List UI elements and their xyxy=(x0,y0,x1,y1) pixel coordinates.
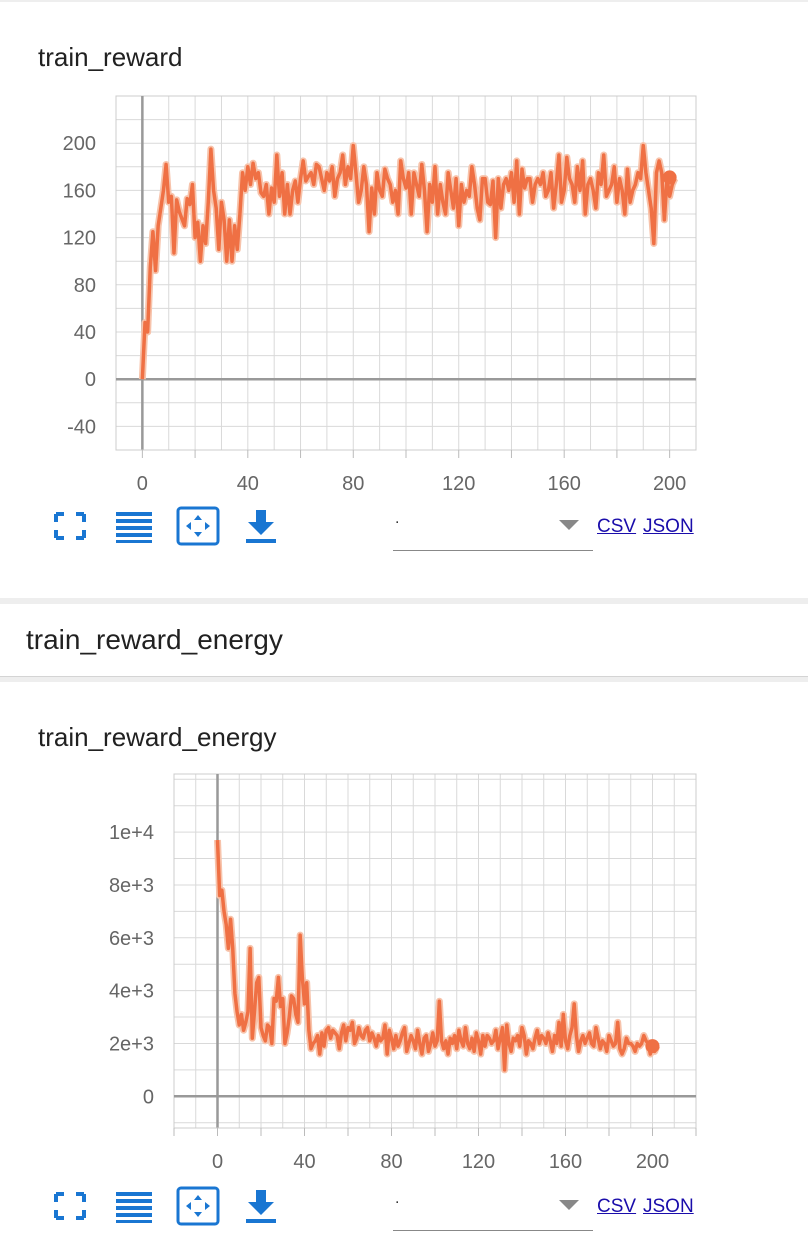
y-tick-label: 80 xyxy=(74,275,96,297)
y-tick-label: 200 xyxy=(63,133,96,155)
x-tick-label: 160 xyxy=(549,1151,582,1170)
fullscreen-button[interactable] xyxy=(48,1186,92,1226)
series-line[interactable] xyxy=(215,839,659,1072)
toggle-log-button[interactable] xyxy=(112,1186,156,1226)
run-select[interactable]: . xyxy=(393,506,593,551)
x-tick-label: 0 xyxy=(137,473,148,492)
download-icon xyxy=(246,510,276,543)
y-tick-label: 160 xyxy=(63,180,96,202)
chart-title: train_reward_energy xyxy=(38,722,277,752)
series-end-marker[interactable] xyxy=(662,170,677,185)
section-title: train_reward_energy xyxy=(26,624,283,655)
json-link[interactable]: JSON xyxy=(643,516,694,537)
list-icon xyxy=(116,512,152,543)
x-tick-label: 80 xyxy=(380,1151,402,1170)
y-tick-label: 0 xyxy=(85,369,96,391)
y-tick-label: 2e+3 xyxy=(109,1033,154,1055)
download-icon xyxy=(246,1190,276,1223)
fullscreen-icon xyxy=(54,512,86,540)
y-tick-label: 6e+3 xyxy=(109,928,154,950)
json-link[interactable]: JSON xyxy=(643,1196,694,1217)
list-icon xyxy=(116,1192,152,1223)
x-tick-label: 40 xyxy=(293,1151,315,1170)
x-tick-label: 40 xyxy=(237,473,259,492)
train-reward-chart[interactable]: 0 40 80 120 160 200 -40 0 40 80 120 160 200 xyxy=(0,82,808,492)
fit-domain-button[interactable] xyxy=(176,1186,220,1226)
chart-toolbar: . CSV JSON xyxy=(0,1182,808,1231)
x-tick-label: 0 xyxy=(212,1151,223,1170)
chevron-down-icon xyxy=(559,1200,579,1210)
x-tick-label: 120 xyxy=(462,1151,495,1170)
y-tick-label: 4e+3 xyxy=(109,981,154,1003)
grid xyxy=(115,95,697,451)
run-select-value: . xyxy=(395,510,400,527)
x-tick-label: 200 xyxy=(636,1151,669,1170)
train-reward-energy-chart[interactable]: 0 40 80 120 160 200 0 2e+3 4e+3 6e+3 8e+3 1e+4 xyxy=(0,760,808,1170)
fit-domain-icon xyxy=(176,506,220,546)
run-select-value: . xyxy=(395,1190,400,1207)
chevron-down-icon xyxy=(559,520,579,530)
fit-domain-button[interactable] xyxy=(176,506,220,546)
x-tick-label: 80 xyxy=(342,473,364,492)
chart-card-train-reward-energy: train_reward_energy 0 40 80 120 160 200 0 2e+3 4… xyxy=(0,682,808,1246)
grid xyxy=(173,774,697,1128)
toggle-log-button[interactable] xyxy=(112,506,156,546)
y-tick-label: -40 xyxy=(67,416,96,438)
y-tick-label: 120 xyxy=(63,228,96,250)
chart-title: train_reward xyxy=(38,42,183,72)
fullscreen-button[interactable] xyxy=(48,506,92,546)
fit-domain-icon xyxy=(176,1186,220,1226)
y-tick-label: 1e+4 xyxy=(109,822,154,844)
chart-toolbar: . CSV JSON xyxy=(0,502,808,551)
csv-link[interactable]: CSV xyxy=(597,516,637,537)
y-tick-label: 8e+3 xyxy=(109,875,154,897)
download-button[interactable] xyxy=(240,506,284,546)
series-line[interactable] xyxy=(140,143,677,380)
y-tick-label: 40 xyxy=(74,322,96,344)
y-tick-label: 0 xyxy=(143,1086,154,1108)
series-end-marker[interactable] xyxy=(645,1039,660,1054)
x-tick-label: 160 xyxy=(547,473,580,492)
fullscreen-icon xyxy=(54,1192,86,1220)
run-select[interactable]: . xyxy=(393,1186,593,1231)
chart-card-train-reward: train_reward 0 40 80 120 160 200 -40 0 40 80 120 16… xyxy=(0,2,808,598)
section-header[interactable]: train_reward_energy xyxy=(0,604,808,677)
download-button[interactable] xyxy=(240,1186,284,1226)
x-tick-label: 200 xyxy=(653,473,686,492)
csv-link[interactable]: CSV xyxy=(597,1196,637,1217)
x-tick-label: 120 xyxy=(442,473,475,492)
